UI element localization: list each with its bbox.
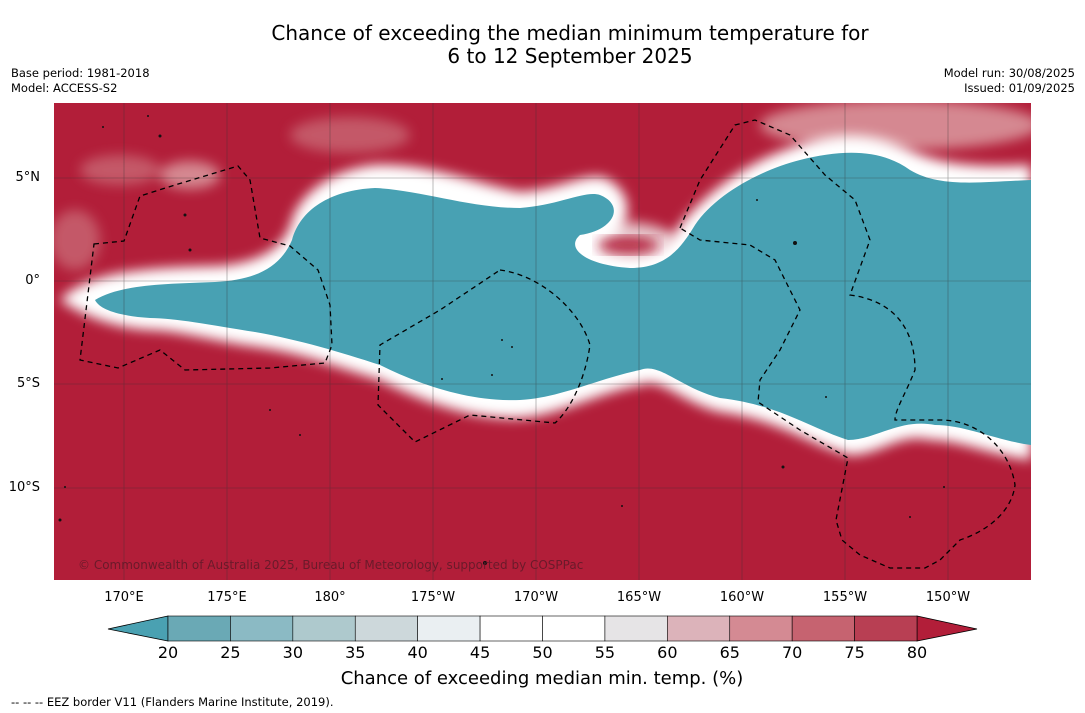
colorbar-tick-label: 65	[719, 643, 740, 662]
map-title: Chance of exceeding the median minimum t…	[160, 22, 980, 68]
colorbar-high-arrow	[916, 615, 978, 642]
title-line-2: 6 to 12 September 2025	[447, 44, 693, 68]
model-run: Model run: 30/08/2025	[943, 66, 1075, 80]
colorbar-tick-label: 40	[407, 643, 428, 662]
lon-label-170w: 170°W	[513, 590, 559, 605]
base-period: Base period: 1981-2018	[11, 66, 150, 80]
warm-intrusion	[598, 236, 658, 254]
colorbar-tick-label: 75	[844, 643, 865, 662]
lon-label-165w: 165°W	[616, 590, 662, 605]
colorbar-segment	[354, 615, 418, 642]
meta-left: Base period: 1981-2018 Model: ACCESS-S2	[11, 66, 150, 95]
colorbar-segment	[417, 615, 481, 642]
colorbar-low-arrow	[107, 615, 169, 642]
colorbar-segment	[479, 615, 543, 642]
lon-label-160w: 160°W	[719, 590, 765, 605]
title-line-1: Chance of exceeding the median minimum t…	[271, 21, 869, 45]
eez-borders	[79, 119, 1016, 569]
colorbar-segment	[230, 615, 294, 642]
copyright-note: © Commonwealth of Australia 2025, Bureau…	[78, 558, 584, 572]
colorbar-tick-label: 30	[282, 643, 303, 662]
lon-label-155w: 155°W	[822, 590, 868, 605]
colorbar-segment	[791, 615, 855, 642]
lon-label-150w: 150°W	[925, 590, 971, 605]
meta-right: Model run: 30/08/2025 Issued: 01/09/2025	[944, 66, 1075, 95]
colorbar-segment	[292, 615, 356, 642]
colorbar-tick-label: 25	[220, 643, 241, 662]
lon-label-170e: 170°E	[104, 590, 144, 605]
colorbar-tick-label: 60	[657, 643, 678, 662]
colorbar-segment	[667, 615, 731, 642]
colorbar-tick-label: 20	[157, 643, 179, 662]
colorbar-tick-label: 35	[345, 643, 366, 662]
colorbar-segment	[167, 615, 231, 642]
lat-label-5n: 5°N	[15, 170, 41, 185]
colorbar-tick-label: 50	[532, 643, 553, 662]
colorbar-tick-label: 55	[594, 643, 616, 662]
colorbar-title: Chance of exceeding median min. temp. (%…	[340, 668, 744, 689]
eez-footnote: -- -- -- EEZ border V11 (Flanders Marine…	[11, 695, 334, 709]
colorbar	[107, 615, 978, 642]
map-area	[54, 103, 1031, 580]
colorbar-segment	[542, 615, 606, 642]
lat-label-10s: 10°S	[8, 480, 40, 495]
lat-label-5s: 5°S	[16, 376, 40, 391]
lon-label-175w: 175°W	[410, 590, 456, 605]
colorbar-tick-label: 80	[906, 643, 928, 662]
lat-label-0: 0°	[25, 273, 40, 288]
colorbar-segment	[729, 615, 793, 642]
lon-label-180: 180°	[314, 590, 346, 605]
colorbar-tick-label: 70	[781, 643, 803, 662]
colorbar-tick-label: 45	[469, 643, 491, 662]
colorbar-segment	[604, 615, 668, 642]
issued-date: Issued: 01/09/2025	[964, 80, 1075, 95]
graticule	[54, 103, 1031, 580]
lon-label-175e: 175°E	[207, 590, 247, 605]
islands	[58, 115, 945, 565]
colorbar-segment	[854, 615, 918, 642]
model-name: Model: ACCESS-S2	[11, 80, 118, 95]
cold-region	[95, 152, 1031, 445]
